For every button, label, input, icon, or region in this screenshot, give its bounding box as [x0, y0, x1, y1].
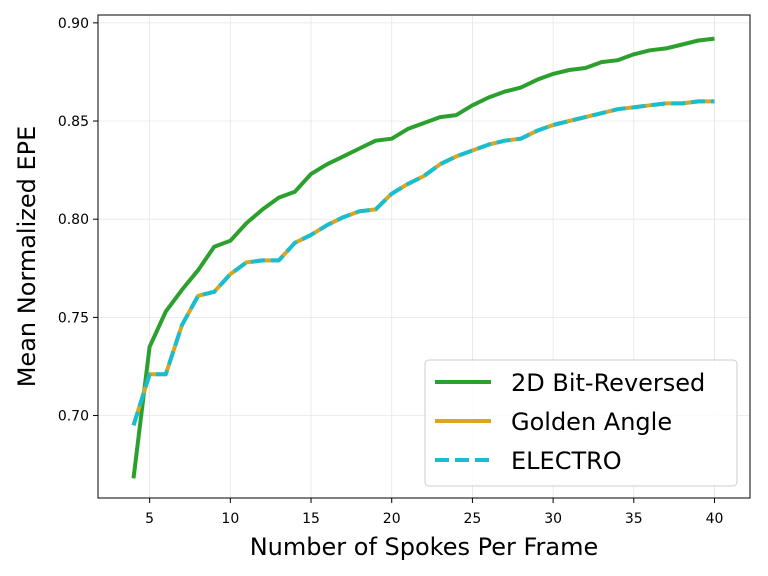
- x-tick-label: 10: [221, 511, 239, 527]
- y-tick-label: 0.85: [58, 114, 89, 130]
- series-lines: [131, 36, 715, 479]
- x-axis-label: Number of Spokes Per Frame: [250, 533, 599, 561]
- legend: 2D Bit-Reversed Golden Angle ELECTRO: [424, 359, 738, 487]
- x-tick-label: 30: [544, 511, 562, 527]
- plot-frame: [97, 14, 751, 499]
- y-axis-label: Mean Normalized EPE: [13, 126, 41, 388]
- x-tick-label: 15: [302, 511, 320, 527]
- legend-label: ELECTRO: [511, 447, 622, 475]
- legend-label: 2D Bit-Reversed: [511, 369, 705, 397]
- y-tick-label: 0.75: [58, 310, 89, 326]
- x-tick-label: 40: [706, 511, 724, 527]
- axis-ticks: 5 10 15 20 25 30 35 40 0.70 0.75 0.80 0.85 0.90: [58, 16, 724, 527]
- legend-box: [424, 359, 738, 487]
- y-tick-label: 0.90: [58, 16, 89, 32]
- y-tick-label: 0.70: [58, 409, 89, 425]
- legend-label: Golden Angle: [511, 408, 672, 436]
- x-tick-label: 5: [145, 511, 154, 527]
- series-line-2d-bit-reversed: [131, 36, 715, 479]
- x-tick-label: 20: [383, 511, 401, 527]
- x-tick-label: 35: [625, 511, 643, 527]
- grid: [98, 15, 750, 498]
- y-tick-label: 0.80: [58, 212, 89, 228]
- series-line-electro: [131, 99, 715, 427]
- x-tick-label: 25: [464, 511, 482, 527]
